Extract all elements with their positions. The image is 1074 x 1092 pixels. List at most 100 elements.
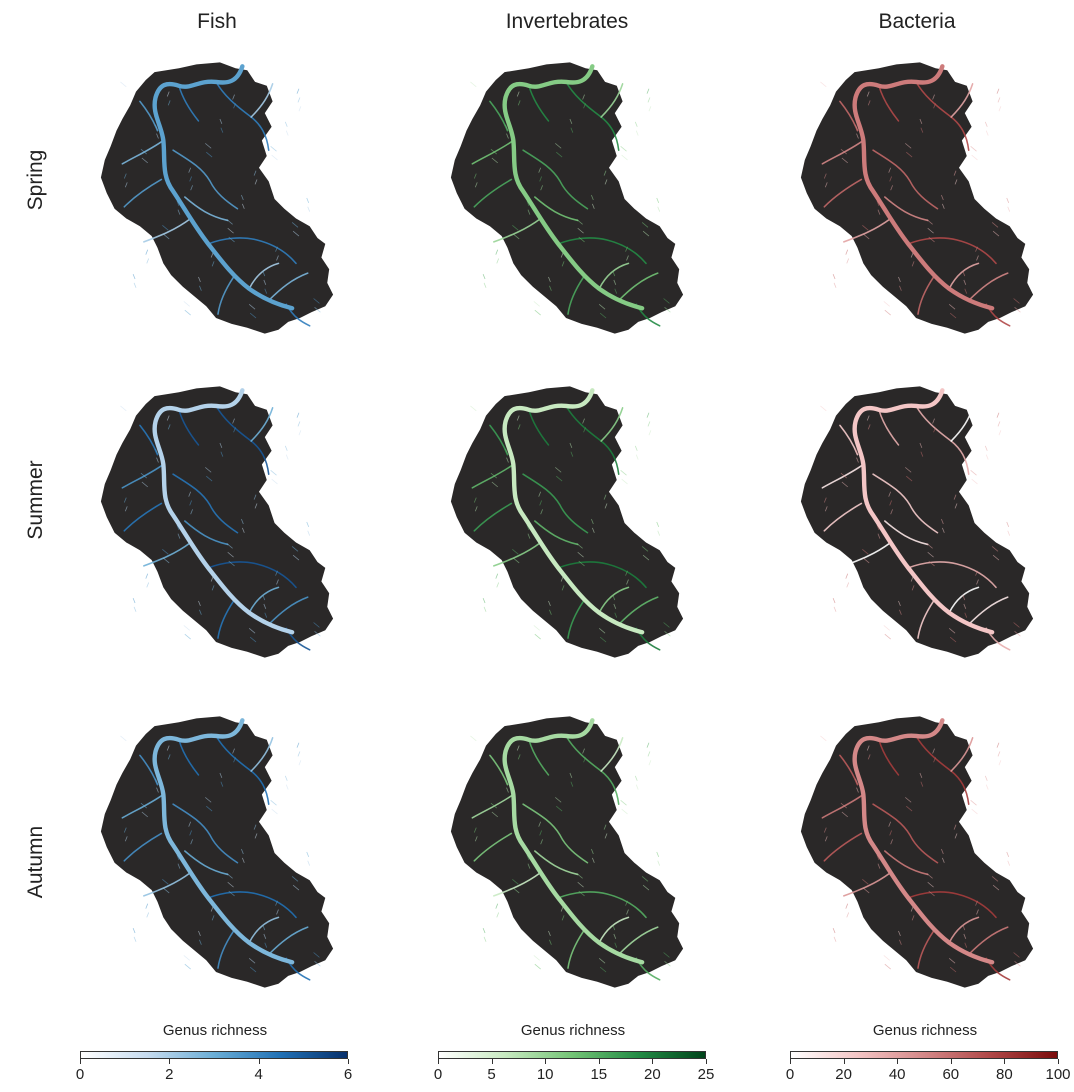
stream-twig [120, 735, 127, 742]
stream-twig [177, 209, 181, 215]
stream-twig [291, 222, 299, 228]
stream-twig [496, 912, 500, 918]
stream-twig [188, 821, 192, 827]
tributary [617, 272, 659, 302]
stream-twig [582, 94, 585, 100]
stream-twig [877, 533, 881, 539]
stream-twig [911, 261, 915, 267]
stream-twig [275, 570, 278, 576]
stream-twig [856, 133, 859, 139]
stream-twig [210, 576, 214, 582]
stream-twig [539, 176, 542, 182]
tributary [598, 916, 630, 944]
stream-twig [190, 509, 193, 515]
stream-twig [145, 573, 149, 579]
stream-twig [513, 557, 520, 564]
stream-twig [296, 412, 300, 418]
stream-twig [490, 148, 498, 155]
stream-twig [664, 630, 671, 637]
column-title-bacteria: Bacteria [878, 10, 956, 33]
stream-twig [948, 304, 956, 310]
stream-twig [470, 81, 477, 88]
tributary [471, 793, 515, 819]
tributary [967, 272, 1009, 302]
tributary [567, 276, 585, 315]
stream-twig [898, 600, 901, 607]
stream-twig [1007, 206, 1011, 212]
stream-twig [176, 854, 180, 860]
tributary [250, 407, 274, 442]
legend-tick-label: 4 [254, 1066, 263, 1083]
stream-twig [635, 784, 639, 790]
stream-twig [162, 549, 169, 555]
tributary [172, 803, 239, 864]
stream-twig [249, 966, 257, 973]
tributary [917, 600, 935, 639]
stream-twig [975, 900, 978, 906]
stream-twig [996, 412, 1000, 418]
stream-twig [933, 757, 936, 763]
stream-twig [561, 915, 565, 921]
stream-twig [482, 273, 486, 280]
legend-tick [438, 1059, 439, 1064]
stream-twig [664, 306, 671, 313]
stream-twig [228, 236, 235, 243]
stream-twig [840, 472, 848, 479]
stream-twig [132, 927, 136, 934]
map-panel-bacteria-summer [800, 386, 1034, 658]
stream-twig [262, 271, 266, 277]
stream-twig [555, 143, 562, 149]
tributary [121, 463, 165, 489]
legend-tick-label: 80 [996, 1066, 1013, 1083]
stream-twig [1013, 622, 1020, 628]
stream-twig [867, 100, 871, 106]
tributary [948, 586, 980, 614]
stream-twig [133, 606, 137, 612]
stream-twig [211, 585, 215, 591]
stream-twig [513, 887, 520, 894]
stream-twig [473, 173, 477, 179]
stream-twig [188, 491, 192, 497]
stream-twig [473, 497, 477, 503]
map-panel-fish-summer [100, 386, 334, 658]
stream-twig [911, 915, 915, 921]
catchment-outline [450, 62, 684, 334]
stream-twig [526, 200, 530, 206]
stream-twig [949, 966, 957, 973]
stream-twig [941, 518, 944, 525]
map-panel-fish-autumn [100, 716, 334, 988]
stream-twig [949, 312, 957, 319]
stream-twig [604, 503, 608, 509]
tributary [207, 237, 297, 265]
stream-twig [263, 603, 267, 609]
stream-twig [883, 625, 890, 631]
stream-twig [614, 612, 618, 618]
stream-twig [926, 543, 933, 549]
tributary [471, 139, 515, 165]
stream-twig [124, 182, 128, 188]
stream-twig [592, 857, 595, 863]
stream-twig [846, 582, 850, 588]
stream-twig [823, 497, 827, 503]
stream-twig [539, 500, 542, 506]
stream-twig [146, 258, 150, 264]
stream-twig [963, 603, 967, 609]
stream-twig [569, 772, 573, 778]
stream-twig [647, 97, 651, 103]
legend-tick [950, 1059, 952, 1064]
stream-twig [145, 903, 149, 909]
tributary [821, 793, 865, 819]
tributary [267, 272, 309, 302]
stream-twig [614, 942, 618, 948]
stream-twig [538, 167, 542, 173]
main-river [152, 64, 295, 311]
legend-colorbar [790, 1051, 1058, 1059]
stream-twig [220, 451, 224, 457]
tributary [217, 600, 235, 639]
stream-twig [228, 560, 235, 567]
stream-twig [506, 133, 509, 139]
stream-twig [133, 936, 137, 942]
stream-twig [506, 457, 509, 463]
stream-twig [123, 173, 127, 179]
legend-tick [169, 1059, 171, 1064]
